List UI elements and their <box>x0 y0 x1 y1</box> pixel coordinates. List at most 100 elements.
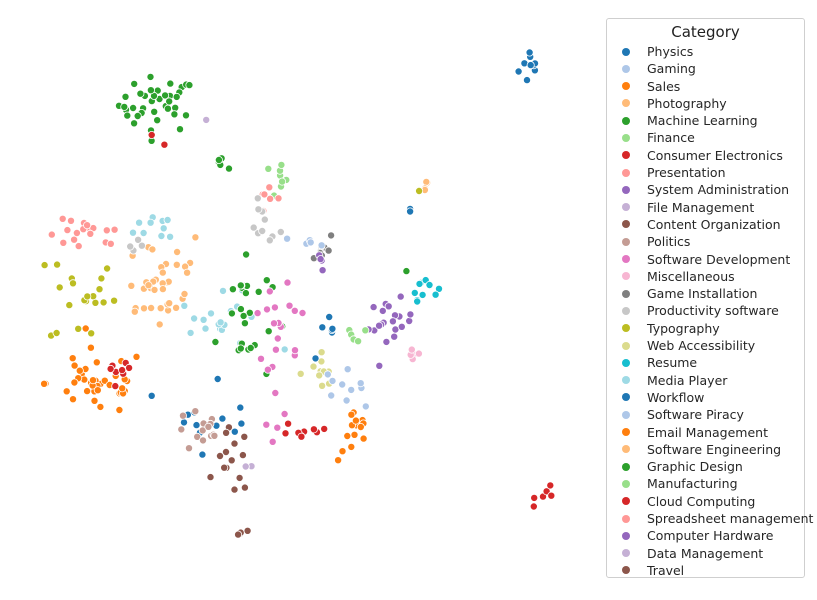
data-point <box>146 218 155 227</box>
data-point <box>191 233 200 242</box>
data-point <box>311 354 320 363</box>
data-point <box>236 281 245 290</box>
data-point <box>89 376 98 385</box>
data-point <box>425 280 434 289</box>
data-point <box>390 332 399 341</box>
data-point <box>354 337 363 346</box>
data-point <box>65 301 74 310</box>
legend-marker <box>622 324 630 333</box>
data-point <box>130 119 139 128</box>
data-point <box>236 305 245 314</box>
data-point <box>55 283 64 292</box>
data-point <box>148 245 157 254</box>
data-point <box>264 164 273 173</box>
legend-item: Workflow <box>607 389 804 406</box>
data-point <box>132 352 141 361</box>
data-point <box>137 241 146 250</box>
data-point <box>240 319 249 328</box>
data-point <box>343 431 352 440</box>
data-point <box>62 387 71 396</box>
data-point <box>95 285 104 294</box>
data-point <box>396 292 405 301</box>
data-point <box>283 234 292 243</box>
legend-label: Graphic Design <box>647 459 743 475</box>
data-point <box>69 279 78 288</box>
data-point <box>216 318 225 327</box>
data-point <box>406 310 415 319</box>
data-point <box>171 103 180 112</box>
data-point <box>206 473 215 482</box>
legend-marker <box>622 185 630 194</box>
legend: Category Physics Gaming Sales Photography Ma… <box>606 18 813 578</box>
data-point <box>263 365 272 374</box>
data-point <box>96 402 105 411</box>
data-point <box>256 354 265 363</box>
legend-marker <box>622 479 630 488</box>
data-point <box>81 324 90 333</box>
data-point <box>221 447 230 456</box>
scatter-plot <box>40 48 556 539</box>
legend-item: System Administration <box>607 181 804 198</box>
legend-item: Spreadsheet management <box>607 510 813 527</box>
data-point <box>271 388 280 397</box>
data-point <box>253 309 262 318</box>
legend-item: Software Development <box>607 251 804 268</box>
legend-title: Category <box>671 23 740 41</box>
data-point <box>150 107 159 116</box>
legend-label: System Administration <box>647 182 790 198</box>
legend-label: Presentation <box>647 165 726 181</box>
data-point <box>242 250 251 259</box>
legend-marker <box>622 531 630 540</box>
data-point <box>172 92 181 101</box>
data-point <box>235 473 244 482</box>
data-point <box>102 226 111 235</box>
legend-item: Manufacturing <box>607 475 804 492</box>
legend-label: Consumer Electronics <box>647 147 783 163</box>
data-point <box>514 67 523 76</box>
data-point <box>418 290 427 299</box>
data-point <box>139 228 148 237</box>
legend-marker <box>622 462 630 471</box>
data-point <box>70 235 79 244</box>
legend-label: File Management <box>647 199 755 215</box>
data-point <box>47 230 56 239</box>
data-point <box>407 345 416 354</box>
data-point <box>224 164 233 173</box>
legend-label: Software Engineering <box>647 441 782 457</box>
legend-item: Politics <box>607 233 804 250</box>
scatter-points <box>40 48 556 539</box>
data-point <box>90 396 99 405</box>
legend-label: Media Player <box>647 372 728 388</box>
data-point <box>273 334 282 343</box>
data-point <box>230 485 239 494</box>
data-point <box>135 218 144 227</box>
data-point <box>290 346 299 355</box>
data-point <box>93 386 102 395</box>
data-point <box>318 266 327 275</box>
data-point <box>180 301 189 310</box>
data-point <box>110 225 119 234</box>
data-point <box>269 319 278 328</box>
data-point <box>161 91 170 100</box>
legend-label: Manufacturing <box>647 476 738 492</box>
data-point <box>181 111 190 120</box>
data-point <box>347 442 356 451</box>
data-point <box>63 226 72 235</box>
data-point <box>316 255 325 264</box>
legend-label: Machine Learning <box>647 113 758 129</box>
data-point <box>218 414 227 423</box>
data-point <box>262 276 271 285</box>
data-point <box>125 363 134 372</box>
data-point <box>350 430 359 439</box>
legend-label: Web Accessibility <box>647 338 756 354</box>
data-point <box>253 194 262 203</box>
data-point <box>198 426 207 435</box>
data-point <box>270 303 279 312</box>
legend-label: Politics <box>647 234 691 250</box>
data-point <box>198 436 207 445</box>
data-point <box>241 462 250 471</box>
data-point <box>243 526 252 535</box>
data-point <box>166 79 175 88</box>
data-point <box>227 309 236 318</box>
data-point <box>83 387 92 396</box>
